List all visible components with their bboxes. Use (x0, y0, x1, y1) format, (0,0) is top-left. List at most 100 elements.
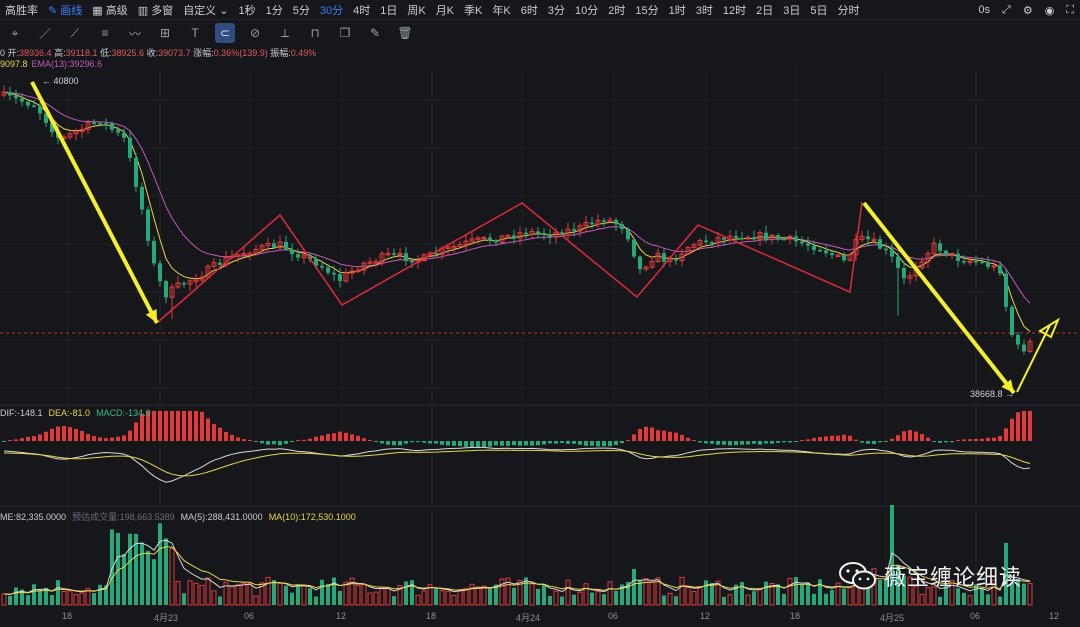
volume-bar (607, 581, 613, 606)
volume-bar (560, 596, 564, 605)
interval-tab[interactable]: 30分 (315, 2, 348, 18)
line-icon[interactable]: ／ (38, 26, 51, 41)
interval-tab[interactable]: 分时 (832, 2, 864, 18)
volume-bar (265, 576, 271, 606)
macd-bar (164, 411, 168, 441)
volume-bar (338, 590, 342, 605)
edit-icon[interactable]: ✎ (369, 26, 381, 40)
candle-body (50, 122, 54, 133)
lock-icon[interactable]: ⊓ (310, 26, 320, 40)
interval-tab[interactable]: 4时 (348, 2, 375, 18)
macd-bar (914, 431, 918, 441)
ruler-icon[interactable]: ⟂ (280, 25, 289, 40)
latency-text: 0s (978, 4, 990, 16)
interval-tab[interactable]: 10分 (570, 2, 603, 18)
interval-tab[interactable]: 15分 (630, 2, 663, 18)
interval-tab[interactable]: ▥ 多窗 (133, 2, 178, 18)
candle-body (457, 243, 463, 248)
volume-bar (122, 554, 126, 605)
ohlc-prefix: 0 (0, 48, 8, 58)
macd-bar (620, 441, 624, 444)
time-axis-label: 4月23 (154, 613, 179, 623)
volume-bar (512, 587, 516, 605)
interval-tab[interactable]: 季K (459, 2, 487, 18)
volume-bar (229, 586, 235, 606)
candle-body (128, 137, 132, 158)
interval-tab[interactable]: ▦ 高级 (87, 2, 132, 18)
volume-bar (463, 587, 469, 606)
interval-tab[interactable]: 6时 (516, 2, 543, 18)
text-icon[interactable]: T (191, 26, 199, 40)
candle-body (685, 246, 691, 255)
visibility-icon[interactable]: ⊘ (249, 26, 261, 40)
interval-tab[interactable]: 月K (431, 2, 459, 18)
macd-bar (326, 433, 330, 441)
interval-tab[interactable]: 1分 (261, 2, 288, 18)
volume-bar (182, 593, 186, 605)
interval-tab[interactable]: 年K (487, 2, 515, 18)
interval-tab[interactable]: 3时 (691, 2, 718, 18)
volume-bar (67, 590, 73, 606)
macd-bar (884, 441, 888, 442)
interval-tab-label: 3分 (547, 4, 565, 17)
ohlc-readout: 0 开:38936.4 高:39118.1 低:38925.6 收:39073.… (0, 46, 316, 59)
volume-bar (85, 587, 91, 606)
volume-bar (320, 579, 324, 605)
candle-body (1004, 273, 1008, 307)
interval-tab[interactable]: 自定义 ⌄ (178, 2, 233, 18)
candle-body (871, 238, 877, 242)
crosshair-icon[interactable]: ⊞ (159, 26, 171, 40)
cursor-icon[interactable]: ⌖ (11, 25, 19, 40)
interval-tab[interactable]: 5日 (805, 2, 832, 18)
interval-tab[interactable]: 2时 (603, 2, 630, 18)
interval-tab[interactable]: 1秒 (233, 2, 260, 18)
expand-icon[interactable]: ⤢ (1002, 3, 1011, 16)
pencil-icon: ✎ (48, 4, 61, 17)
interval-tab[interactable]: 3日 (778, 2, 805, 18)
interval-tab[interactable]: 3分 (543, 2, 570, 18)
ray-icon[interactable]: ⟋ (70, 25, 80, 40)
macd-bar (104, 438, 108, 441)
interval-tab[interactable]: 1日 (375, 2, 402, 18)
macd-bar (272, 441, 276, 445)
interval-tab-label: 5日 (810, 4, 828, 17)
interval-tab[interactable]: 12时 (718, 2, 751, 18)
interval-tab[interactable]: 2日 (751, 2, 778, 18)
volume-bar (925, 586, 931, 606)
trash-icon[interactable]: 🗑 (397, 26, 413, 40)
volume-bar (367, 592, 373, 606)
horizontal-lines-icon[interactable]: ≡ (101, 26, 109, 40)
magnet-icon[interactable]: ⊂ (215, 23, 235, 43)
macd-bar (386, 441, 390, 445)
interval-tab[interactable]: 高胜率 (0, 2, 43, 18)
interval-tab[interactable]: 1时 (664, 2, 691, 18)
volume-bar (218, 596, 222, 605)
settings-icon[interactable]: ⚙ (1022, 4, 1033, 17)
candle-body (1010, 306, 1014, 335)
time-axis-label: 06 (608, 611, 619, 621)
candle-body (907, 275, 913, 279)
down-arrow-2-shaft (862, 201, 1016, 395)
candle-body (290, 249, 294, 255)
volume-bar (685, 586, 691, 606)
volume-bar (79, 592, 85, 606)
macd-bar (32, 436, 36, 441)
interval-tab[interactable]: 5分 (288, 2, 315, 18)
volume-bar (991, 579, 997, 606)
copy-icon[interactable]: ❐ (339, 26, 351, 40)
macd-bar (302, 439, 306, 441)
interval-tab[interactable]: 周K (402, 2, 430, 18)
camera-icon[interactable]: ◉ (1044, 4, 1055, 17)
candle-body (481, 236, 487, 240)
volume-bar (752, 591, 756, 605)
ema-fast-value: 9097.8 (0, 59, 28, 69)
volume-bar (776, 584, 780, 605)
fullscreen-icon[interactable]: ⛶ (1066, 3, 1074, 16)
macd-bar (506, 441, 510, 446)
interval-tab[interactable]: ✎ 画线 (43, 2, 87, 18)
volume-bar (277, 582, 283, 606)
macd-bar (920, 434, 924, 441)
candle-body (169, 286, 175, 298)
wave-icon[interactable]: 〰 (128, 26, 141, 41)
